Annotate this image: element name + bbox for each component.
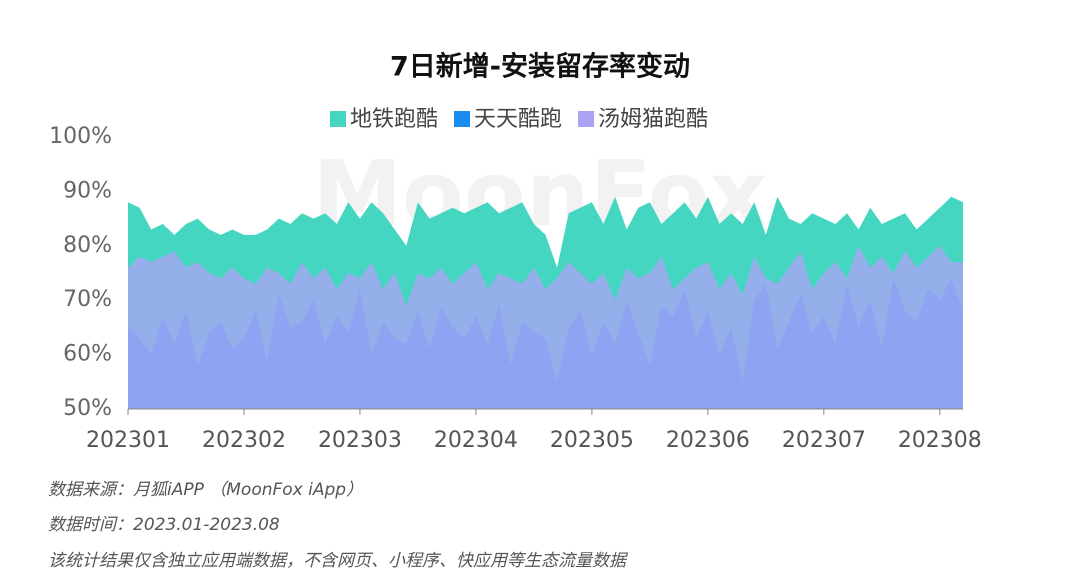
x-tick-label: 202308 bbox=[898, 428, 982, 453]
legend-label: 天天酷跑 bbox=[474, 107, 562, 132]
x-tick-label: 202307 bbox=[782, 428, 866, 453]
area bbox=[128, 245, 963, 409]
y-tick-label: 70% bbox=[63, 287, 112, 312]
legend-swatch bbox=[454, 111, 471, 127]
y-tick-label: 50% bbox=[63, 396, 112, 421]
legend-swatch bbox=[330, 111, 346, 127]
note: 该统计结果仅含独立应用端数据，不含网页、小程序、快应用等生态流量数据 bbox=[48, 551, 629, 571]
y-tick-label: 90% bbox=[63, 178, 112, 203]
x-tick-label: 202302 bbox=[202, 428, 286, 453]
legend-label: 汤姆猫跑酷 bbox=[598, 107, 708, 132]
x-tick-label: 202303 bbox=[318, 428, 402, 453]
x-tick-label: 202305 bbox=[550, 428, 634, 453]
legend-label: 地铁跑酷 bbox=[350, 107, 438, 132]
y-tick-label: 80% bbox=[63, 233, 112, 258]
note: 数据来源：月狐iAPP （MoonFox iApp） bbox=[48, 480, 363, 500]
note: 数据时间：2023.01-2023.08 bbox=[48, 515, 280, 535]
y-tick-label: 60% bbox=[63, 342, 112, 367]
x-tick-label: 202301 bbox=[86, 428, 170, 453]
x-tick-label: 202304 bbox=[434, 428, 518, 453]
y-tick-label: 100% bbox=[49, 124, 112, 149]
legend-swatch bbox=[578, 111, 595, 127]
chart-title: 7日新增-安装留存率变动 bbox=[390, 51, 690, 83]
x-tick-label: 202306 bbox=[666, 428, 750, 453]
